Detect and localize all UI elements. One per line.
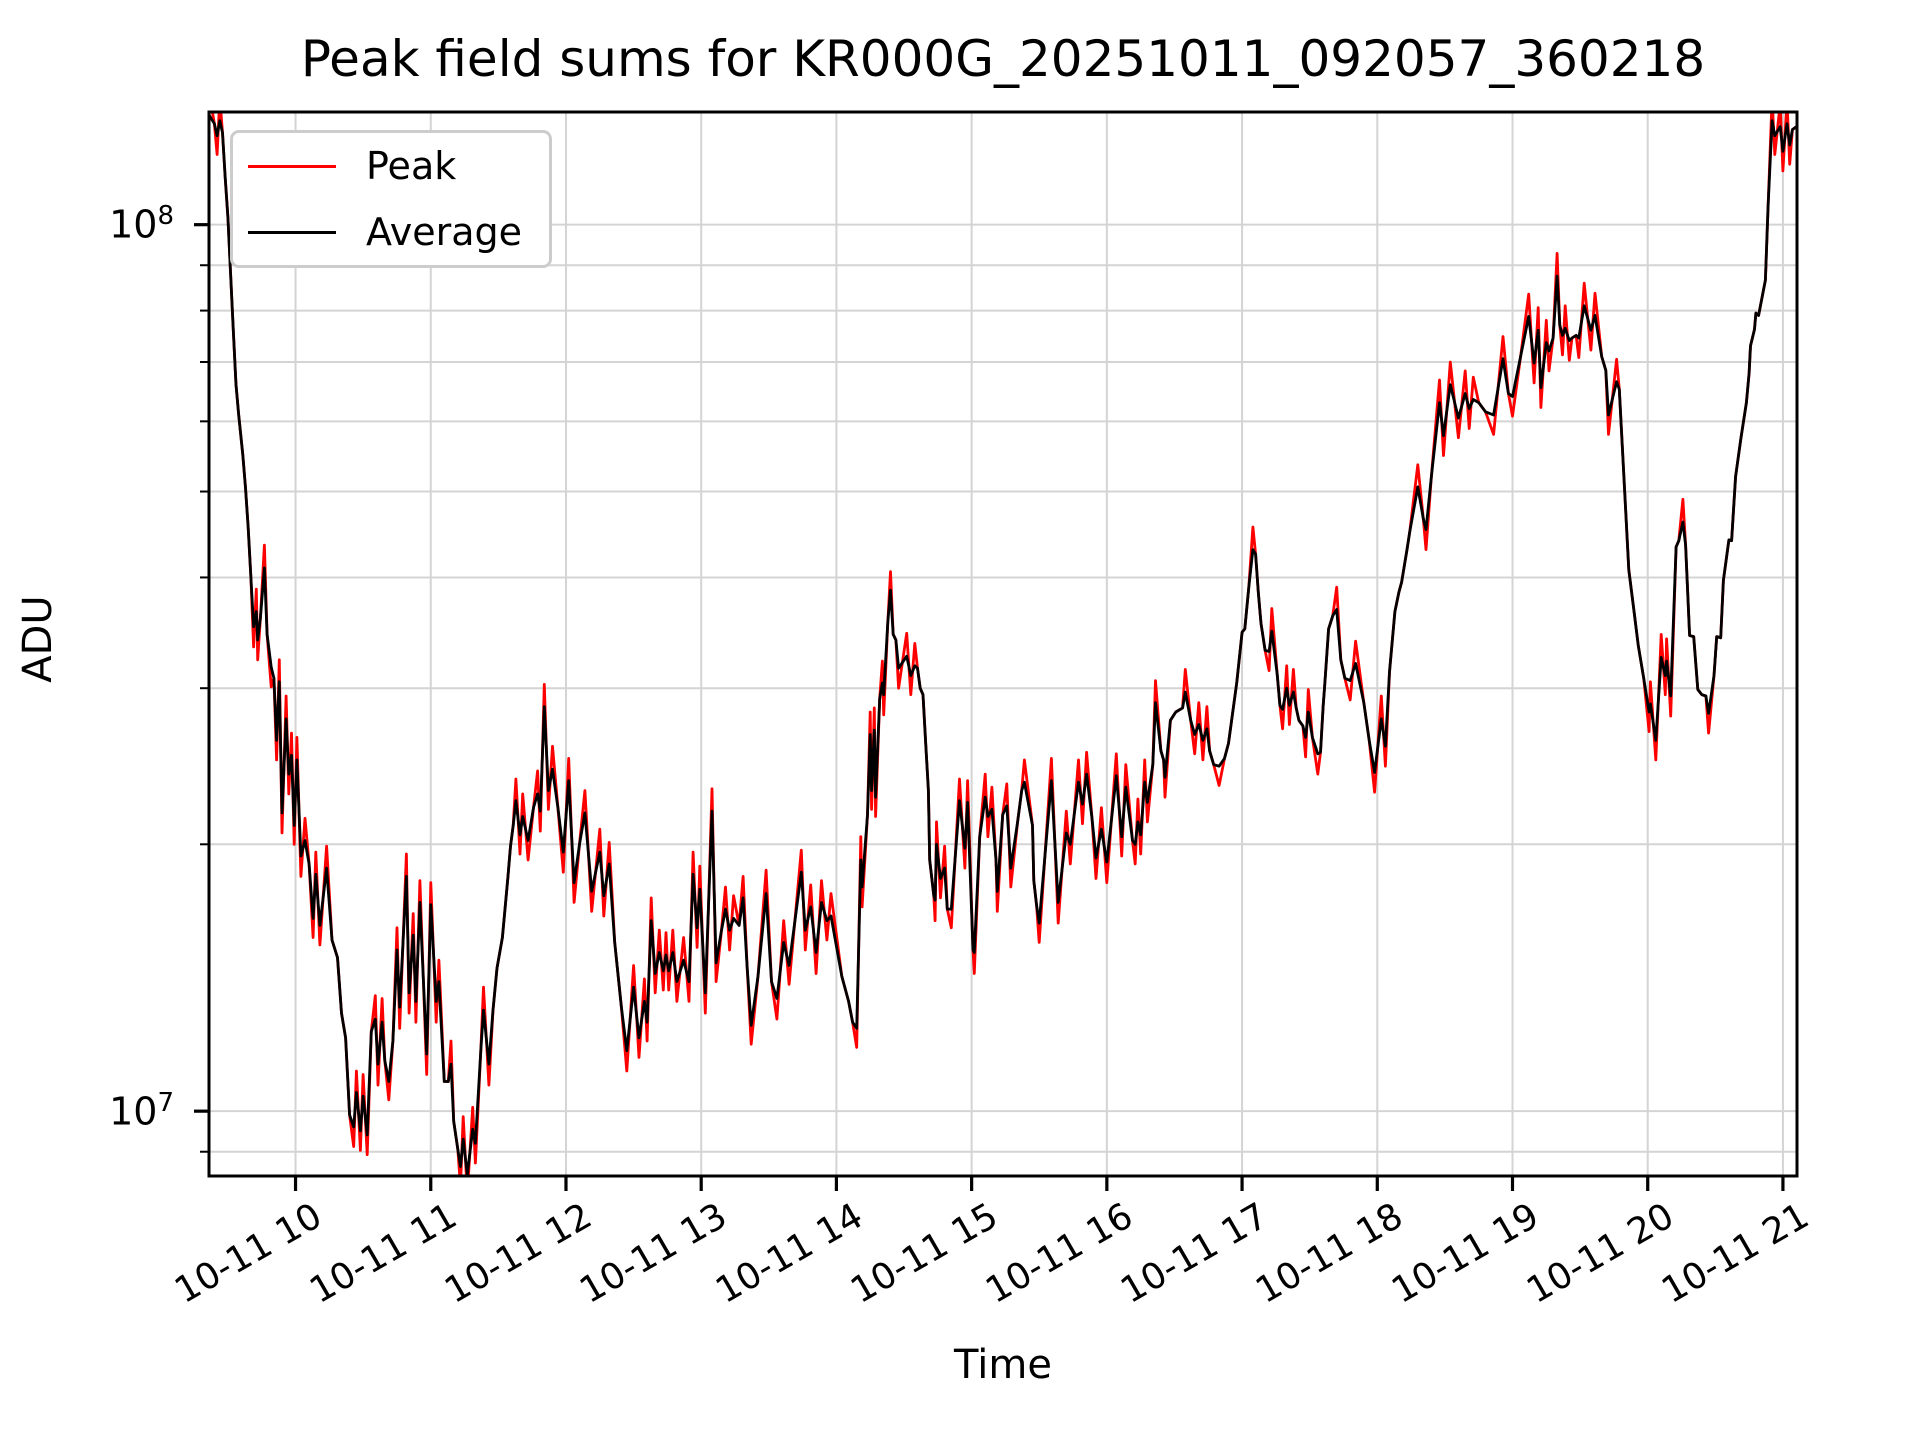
x-axis-label: Time [954, 1342, 1052, 1388]
legend: Peak Average [230, 130, 552, 268]
curves [209, 112, 1797, 1176]
tick-marks [194, 223, 1785, 1191]
legend-label-peak: Peak [366, 144, 457, 188]
gridlines [209, 112, 1797, 1176]
y-tick-label-1e7: 107 [109, 1088, 174, 1134]
legend-entry-average: Average [233, 200, 549, 264]
peak-line-swatch [248, 164, 336, 168]
average-line [209, 114, 1797, 1176]
legend-label-average: Average [366, 210, 523, 254]
chart-title: Peak field sums for KR000G_20251011_0920… [300, 30, 1706, 88]
average-line-swatch [248, 230, 336, 234]
legend-entry-peak: Peak [233, 134, 549, 198]
y-tick-label-1e8: 108 [109, 201, 174, 247]
axes-spines [207, 110, 1799, 1178]
y-axis-label: ADU [15, 595, 61, 683]
